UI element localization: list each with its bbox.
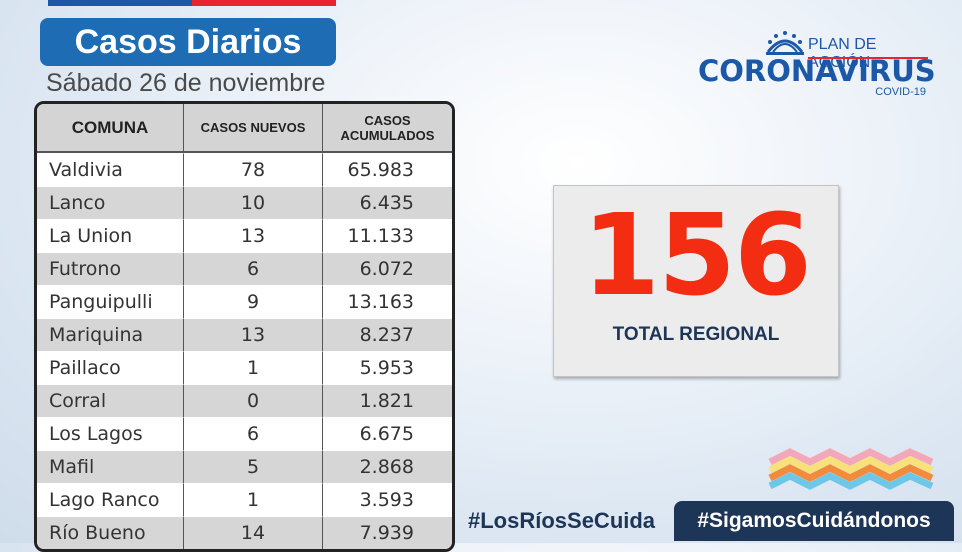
page-title: Casos Diarios	[40, 18, 336, 66]
table-row: Mafil 5 2.868	[37, 450, 452, 483]
logo-underline	[808, 57, 928, 59]
cell-comuna: Lanco	[37, 186, 184, 219]
cell-comuna: Mariquina	[37, 318, 184, 351]
table-row: Lago Ranco 1 3.593	[37, 483, 452, 516]
table-row: La Union 13 11.133	[37, 219, 452, 252]
cell-casos-acumulados: 6.675	[323, 417, 452, 450]
coronavirus-logo: PLAN DE ACCIÓN CORONAVIRUS COVID-19	[690, 26, 936, 100]
table-row: Paillaco 1 5.953	[37, 351, 452, 384]
cell-comuna: Río Bueno	[37, 516, 184, 549]
total-label: TOTAL REGIONAL	[612, 324, 780, 345]
table-row: Río Bueno 14 7.939	[37, 516, 452, 549]
cell-casos-acumulados: 6.072	[323, 252, 452, 285]
cell-casos-acumulados: 6.435	[323, 186, 452, 219]
table-row: Corral 0 1.821	[37, 384, 452, 417]
cell-casos-nuevos: 1	[184, 483, 323, 516]
header-casos-acumulados: CASOS ACUMULADOS	[323, 104, 452, 153]
cell-casos-acumulados: 3.593	[323, 483, 452, 516]
top-accent-bar	[48, 0, 336, 6]
cell-comuna: Futrono	[37, 252, 184, 285]
cell-casos-nuevos: 1	[184, 351, 323, 384]
table-row: Valdivia 78 65.983	[37, 153, 452, 186]
cell-casos-acumulados: 13.163	[323, 285, 452, 318]
logo-name: CORONAVIRUS	[698, 54, 936, 88]
cell-casos-acumulados: 2.868	[323, 450, 452, 483]
cell-casos-nuevos: 13	[184, 318, 323, 351]
cell-casos-nuevos: 78	[184, 153, 323, 186]
cell-casos-nuevos: 0	[184, 384, 323, 417]
cell-comuna: Lago Ranco	[37, 483, 184, 516]
hashtag-sigamos: #SigamosCuidándonos	[674, 501, 954, 541]
table-row: Futrono 6 6.072	[37, 252, 452, 285]
cell-casos-nuevos: 6	[184, 417, 323, 450]
cell-comuna: Paillaco	[37, 351, 184, 384]
cell-casos-nuevos: 14	[184, 516, 323, 549]
cell-comuna: Panguipulli	[37, 285, 184, 318]
total-regional-card: 156 TOTAL REGIONAL	[553, 185, 839, 377]
cell-comuna: Valdivia	[37, 153, 184, 186]
cell-casos-acumulados: 8.237	[323, 318, 452, 351]
cell-casos-nuevos: 10	[184, 186, 323, 219]
cell-casos-acumulados: 5.953	[323, 351, 452, 384]
cell-casos-nuevos: 5	[184, 450, 323, 483]
crown-icon	[766, 31, 804, 55]
cell-casos-nuevos: 9	[184, 285, 323, 318]
header-casos-nuevos: CASOS NUEVOS	[184, 104, 323, 153]
cases-table: COMUNA CASOS NUEVOS CASOS ACUMULADOS Val…	[34, 101, 455, 552]
cell-casos-acumulados: 11.133	[323, 219, 452, 252]
cell-comuna: La Union	[37, 219, 184, 252]
hashtag-los-rios: #LosRíosSeCuida	[468, 508, 656, 533]
cell-casos-acumulados: 7.939	[323, 516, 452, 549]
cell-comuna: Los Lagos	[37, 417, 184, 450]
table-row: Los Lagos 6 6.675	[37, 417, 452, 450]
cell-casos-acumulados: 65.983	[323, 153, 452, 186]
cell-comuna: Mafil	[37, 450, 184, 483]
rainbow-waves-icon	[768, 448, 934, 490]
table-row: Lanco 10 6.435	[37, 186, 452, 219]
table-row: Mariquina 13 8.237	[37, 318, 452, 351]
cell-casos-acumulados: 1.821	[323, 384, 452, 417]
table-header-row: COMUNA CASOS NUEVOS CASOS ACUMULADOS	[37, 104, 452, 153]
cell-comuna: Corral	[37, 384, 184, 417]
table-row: Panguipulli 9 13.163	[37, 285, 452, 318]
logo-subtitle: COVID-19	[875, 86, 926, 98]
date-label: Sábado 26 de noviembre	[46, 69, 326, 97]
cell-casos-nuevos: 13	[184, 219, 323, 252]
total-value: 156	[582, 191, 812, 321]
header-comuna: COMUNA	[37, 104, 184, 153]
cell-casos-nuevos: 6	[184, 252, 323, 285]
